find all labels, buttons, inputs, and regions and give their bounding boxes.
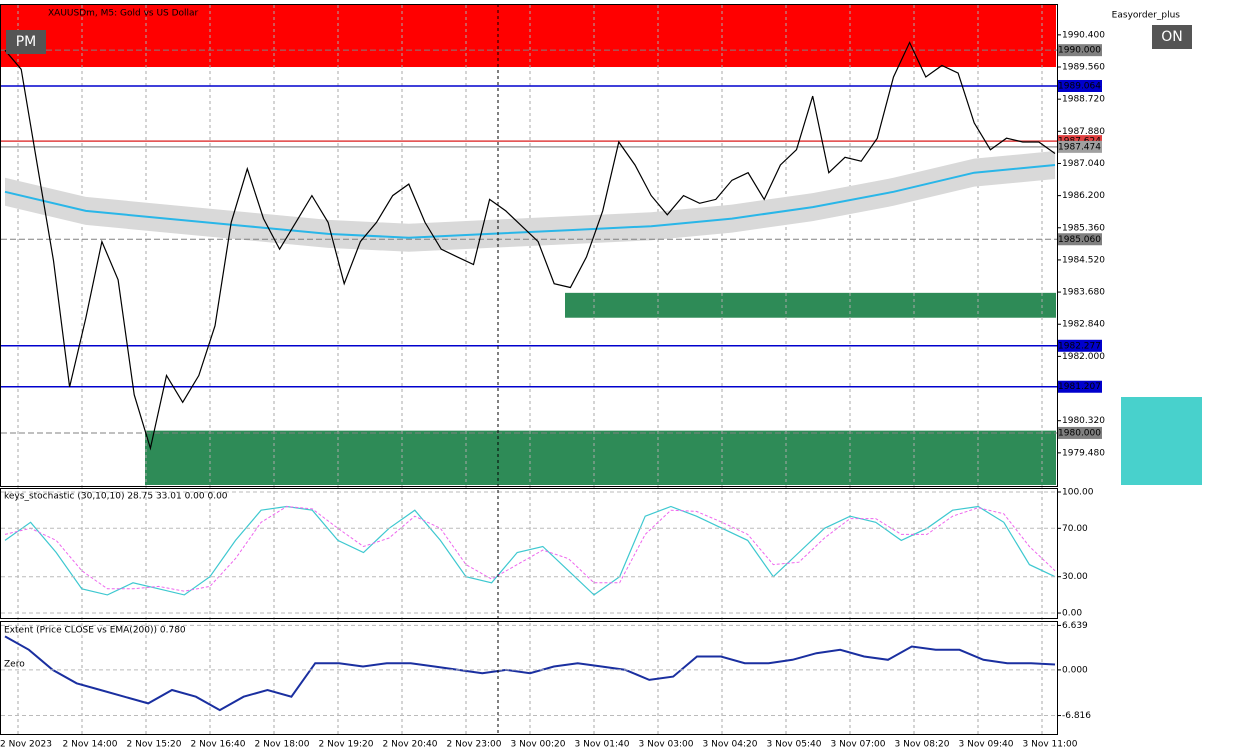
zone (565, 292, 1056, 318)
level-tag (1058, 140, 1102, 153)
y-tick-label: 1986.200 (1062, 191, 1105, 201)
y-tick-label: 1988.720 (1062, 95, 1105, 105)
y-tick-label: 0.00 (1062, 609, 1082, 619)
x-tick-label: 3 Nov 03:00 (639, 740, 694, 750)
zone (1, 5, 1056, 68)
expert-name: Easyorder_plus (1112, 11, 1181, 21)
y-tick-label: 1990.400 (1062, 30, 1105, 40)
stoch-frame (0, 488, 1058, 619)
on-button[interactable] (1152, 25, 1192, 49)
x-tick-label: 2 Nov 23:00 (447, 740, 502, 750)
x-tick-label: 2 Nov 18:00 (255, 740, 310, 750)
x-tick-label: 3 Nov 04:20 (703, 740, 758, 750)
pm-label[interactable]: PM (16, 34, 37, 50)
x-tick-label: 3 Nov 05:40 (767, 740, 822, 750)
level-tag (1058, 79, 1102, 92)
line (4, 505, 1056, 596)
level-tag (1058, 233, 1102, 246)
zero-label: Zero (4, 659, 25, 669)
y-tick-label: 1980.320 (1062, 416, 1105, 426)
x-tick-label: 3 Nov 11:00 (1023, 740, 1078, 750)
y-tick-label: 1989.560 (1062, 63, 1105, 73)
x-tick-label: 2 Nov 19:20 (319, 740, 374, 750)
x-tick-label: 2 Nov 20:40 (383, 740, 438, 750)
zone (145, 430, 1056, 485)
level-tag (1058, 44, 1102, 57)
y-tick-label: 0.000 (1062, 665, 1088, 675)
x-tick-label: 3 Nov 08:20 (895, 740, 950, 750)
chart-title: XAUUSDm, M5: Gold vs US Dollar (48, 9, 199, 19)
panel-title: keys_stochastic (30,10,10) 28.75 33.01 0… (4, 492, 228, 502)
y-tick-label: 6.639 (1062, 621, 1088, 631)
x-tick-label: 3 Nov 09:40 (959, 740, 1014, 750)
pm-button[interactable] (6, 30, 46, 54)
level-label: 1989.064 (1058, 81, 1101, 91)
level-label: 1990.000 (1058, 46, 1101, 56)
extent-frame (0, 621, 1058, 735)
y-tick-label: 1984.520 (1062, 255, 1105, 265)
y-tick-label: 1982.000 (1062, 352, 1105, 362)
y-tick-label: 1983.680 (1062, 288, 1105, 298)
x-tick-label: 3 Nov 00:20 (511, 740, 566, 750)
y-tick-label: 30.00 (1062, 572, 1088, 582)
y-tick-label: -6.816 (1062, 711, 1091, 721)
x-tick-label: 3 Nov 07:00 (831, 740, 886, 750)
y-tick-label: 1987.880 (1062, 127, 1105, 137)
y-tick-label: 70.00 (1062, 524, 1088, 534)
x-tick-label: 3 Nov 01:40 (575, 740, 630, 750)
y-tick-label: 1979.480 (1062, 448, 1105, 458)
main-frame (0, 4, 1058, 487)
on-label[interactable]: ON (1161, 29, 1183, 45)
line (4, 41, 1056, 451)
panel-title: Extent (Price CLOSE vs EMA(200)) 0.780 (4, 626, 186, 636)
level-label: 1985.060 (1058, 235, 1101, 245)
y-tick-label: 1982.840 (1062, 320, 1105, 330)
y-tick-label: 1987.040 (1062, 159, 1105, 169)
line (4, 505, 1056, 592)
x-tick-label: 2 Nov 15:20 (127, 740, 182, 750)
level-tag (1058, 380, 1102, 393)
line (4, 164, 1056, 239)
level-label: 1981.207 (1058, 382, 1101, 392)
level-label: 1987.474 (1058, 142, 1101, 152)
y-tick-label: 100.00 (1062, 487, 1094, 497)
cyan-box (1121, 397, 1202, 485)
level-label: 1982.277 (1058, 341, 1101, 351)
x-tick-label: 2 Nov 16:40 (191, 740, 246, 750)
x-tick-label: 2 Nov 14:00 (63, 740, 118, 750)
level-label: 1980.000 (1058, 428, 1101, 438)
y-tick-label: 1985.360 (1062, 223, 1105, 233)
x-tick-label: 2 Nov 2023 (0, 740, 52, 750)
line (4, 635, 1056, 712)
level-tag (1058, 426, 1102, 439)
level-tag (1058, 339, 1102, 352)
